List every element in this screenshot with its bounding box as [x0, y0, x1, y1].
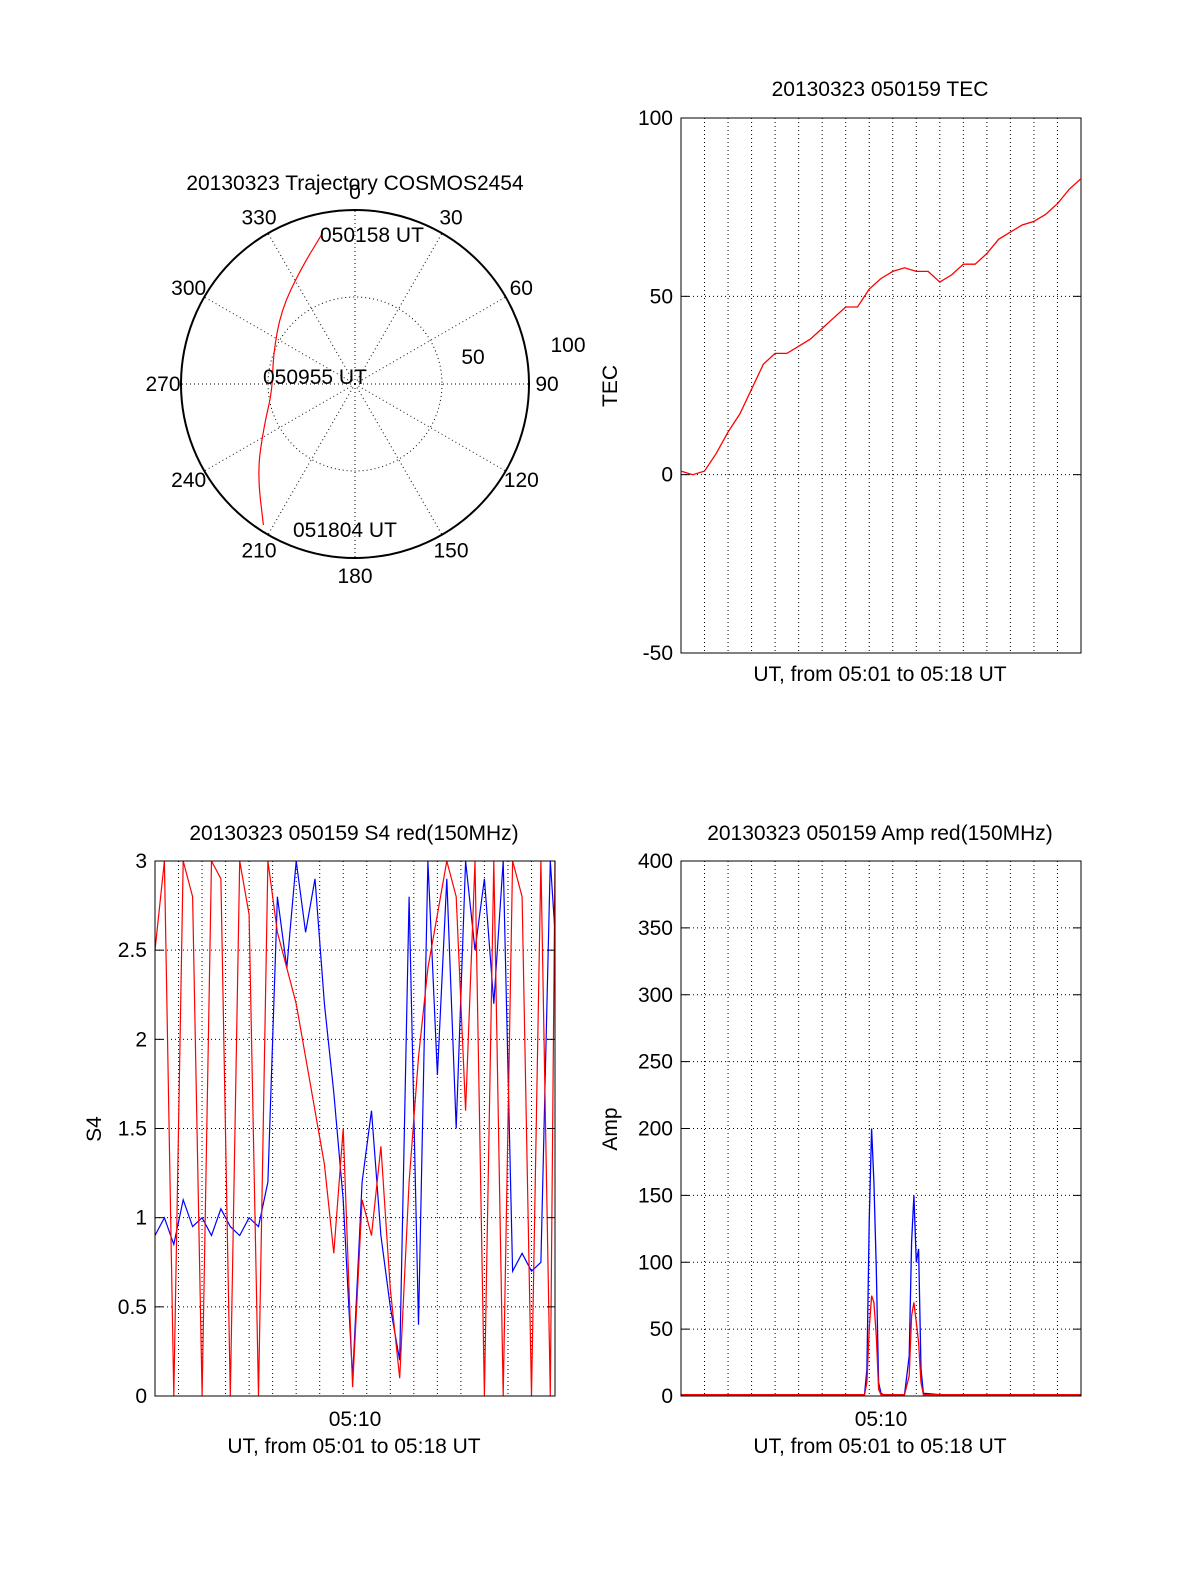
y-tick-label: 2: [135, 1028, 147, 1051]
azimuth-spoke: [204, 383, 356, 472]
azimuth-label-330: 330: [241, 207, 276, 230]
azimuth-label-300: 300: [171, 277, 206, 300]
s4-y-axis-label: S4: [83, 1116, 106, 1142]
azimuth-spoke: [354, 383, 506, 472]
s4-plot: 20130323 050159 S4 red(150MHz) 0 0.5 1 1.5 2…: [83, 822, 556, 1458]
amp-title: 20130323 050159 Amp red(150MHz): [707, 822, 1053, 845]
azimuth-label-120: 120: [504, 469, 539, 492]
trajectory-polar-plot: 20130323 Trajectory COSMOS2454 0 30 60 90 12…: [145, 172, 585, 588]
y-tick-label: 150: [638, 1184, 673, 1207]
amp-grid: [681, 861, 1081, 1396]
trajectory-title: 20130323 Trajectory COSMOS2454: [186, 172, 524, 195]
azimuth-spoke: [354, 233, 443, 385]
y-tick-label: 300: [638, 984, 673, 1007]
azimuth-label-30: 30: [439, 207, 462, 230]
y-tick-label: 350: [638, 917, 673, 940]
y-tick-label: 0: [661, 464, 673, 487]
satellite-trajectory: [258, 232, 324, 526]
amp-y-axis-label: Amp: [599, 1107, 622, 1150]
y-tick-label: 0.5: [118, 1296, 147, 1319]
tec-y-ticks: -50 0 50 100: [638, 107, 1081, 665]
tec-axes-frame: [680, 117, 1082, 654]
azimuth-label-240: 240: [171, 469, 206, 492]
radial-tick-100: 100: [550, 334, 585, 357]
y-tick-label: 1.5: [118, 1118, 147, 1141]
y-tick-label: 400: [638, 850, 673, 873]
tec-series-line: [680, 178, 1082, 476]
azimuth-labels: 0 30 60 90 120 150 180 210 240 270 300 330: [145, 181, 558, 588]
s4-y-ticks: 0 0.5 1 1.5 2 2.5 3: [118, 850, 555, 1408]
tec-grid: [681, 118, 1081, 653]
y-tick-label: 100: [638, 107, 673, 130]
tec-x-axis-label: UT, from 05:01 to 05:18 UT: [753, 663, 1006, 686]
trajectory-end-time: 051804 UT: [293, 519, 397, 542]
azimuth-label-90: 90: [535, 373, 558, 396]
trajectory-mid-time: 050955 UT: [263, 366, 367, 389]
elevation-50-circle: [267, 296, 443, 472]
y-tick-label: 250: [638, 1051, 673, 1074]
tec-title: 20130323 050159 TEC: [772, 78, 989, 101]
amp-blue-series: [681, 1128, 1081, 1396]
y-tick-label: -50: [643, 642, 673, 665]
azimuth-spoke: [354, 383, 443, 535]
amp-y-ticks: 0 50 100 150 200 250 300 350 400: [638, 850, 1081, 1408]
y-tick-label: 50: [650, 1318, 673, 1341]
azimuth-label-150: 150: [433, 539, 468, 562]
azimuth-label-60: 60: [510, 277, 533, 300]
amp-x-axis-label: UT, from 05:01 to 05:18 UT: [753, 1435, 1006, 1458]
amp-x-tick-0510: 05:10: [855, 1408, 908, 1431]
azimuth-spokes: [181, 210, 529, 558]
s4-title: 20130323 050159 S4 red(150MHz): [189, 822, 518, 845]
azimuth-spoke: [204, 296, 356, 385]
y-tick-label: 1: [135, 1207, 147, 1230]
azimuth-spoke: [267, 383, 356, 535]
azimuth-spoke: [354, 296, 506, 385]
radial-tick-50: 50: [461, 346, 484, 369]
y-tick-label: 200: [638, 1118, 673, 1141]
tec-plot: 20130323 050159 TEC -50 0 50 100 UT, from 0…: [599, 78, 1082, 686]
horizon-circle: [180, 209, 530, 559]
amp-red-series: [681, 1295, 1081, 1396]
y-tick-label: 100: [638, 1251, 673, 1274]
azimuth-label-270: 270: [145, 373, 180, 396]
s4-x-axis-label: UT, from 05:01 to 05:18 UT: [227, 1435, 480, 1458]
s4-red-series: [154, 860, 556, 1397]
azimuth-label-180: 180: [337, 565, 372, 588]
y-tick-label: 3: [135, 850, 147, 873]
y-tick-label: 2.5: [118, 939, 147, 962]
y-tick-label: 0: [661, 1385, 673, 1408]
amp-plot: 20130323 050159 Amp red(150MHz) 0 50 100 15…: [599, 822, 1082, 1458]
y-tick-label: 0: [135, 1385, 147, 1408]
trajectory-start-time: 050158 UT: [320, 224, 424, 247]
s4-x-tick-0510: 05:10: [329, 1408, 382, 1431]
azimuth-label-0: 0: [349, 181, 361, 204]
s4-grid: [155, 861, 555, 1396]
y-tick-label: 50: [650, 285, 673, 308]
tec-y-axis-label: TEC: [599, 365, 622, 407]
azimuth-label-210: 210: [241, 539, 276, 562]
azimuth-spoke: [267, 233, 356, 385]
